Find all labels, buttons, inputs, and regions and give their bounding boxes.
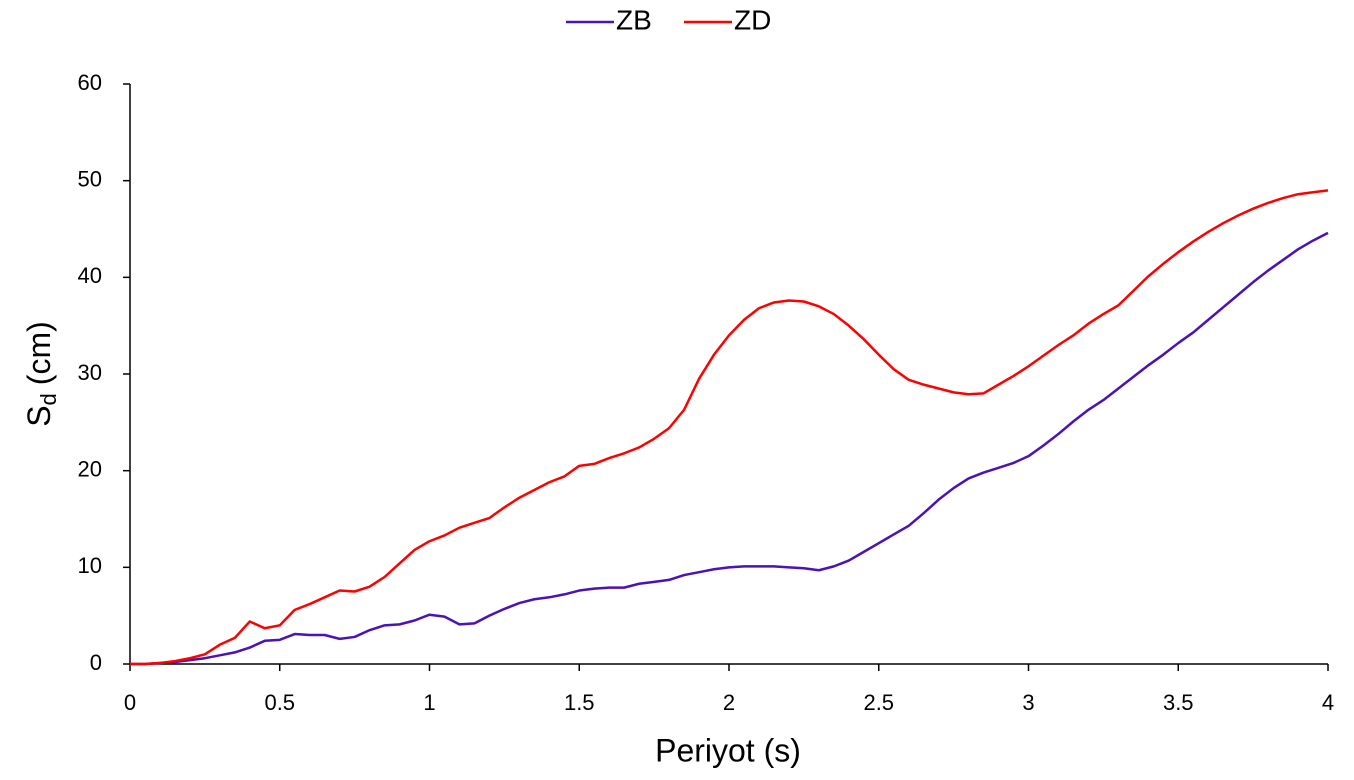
y-title-sub: d [36, 393, 61, 405]
legend-label: ZD [734, 4, 771, 35]
y-axis-title: Sd (cm) [21, 321, 60, 427]
x-tick-label: 0 [124, 690, 136, 715]
x-axis-title: Periyot (s) [655, 732, 801, 768]
legend-label: ZB [616, 4, 652, 35]
y-title-main: S [21, 405, 57, 426]
y-tick-label: 30 [78, 360, 102, 385]
y-tick-label: 50 [78, 166, 102, 191]
x-tick-label: 3 [1022, 690, 1034, 715]
x-tick-label: 4 [1322, 690, 1334, 715]
x-tick-label: 2 [723, 690, 735, 715]
x-tick-label: 3.5 [1163, 690, 1194, 715]
x-tick-label: 0.5 [264, 690, 295, 715]
x-tick-label: 1 [423, 690, 435, 715]
data-line [130, 189, 1329, 666]
y-tick-label: 40 [78, 263, 102, 288]
y-tick-label: 10 [78, 553, 102, 578]
y-title-unit: (cm) [21, 321, 57, 385]
data-line [130, 231, 1329, 666]
x-tick-label: 2.5 [863, 690, 894, 715]
y-tick-label: 60 [78, 70, 102, 95]
y-tick-label: 20 [78, 456, 102, 481]
y-tick-label: 0 [90, 650, 102, 675]
x-tick-label: 1.5 [564, 690, 595, 715]
